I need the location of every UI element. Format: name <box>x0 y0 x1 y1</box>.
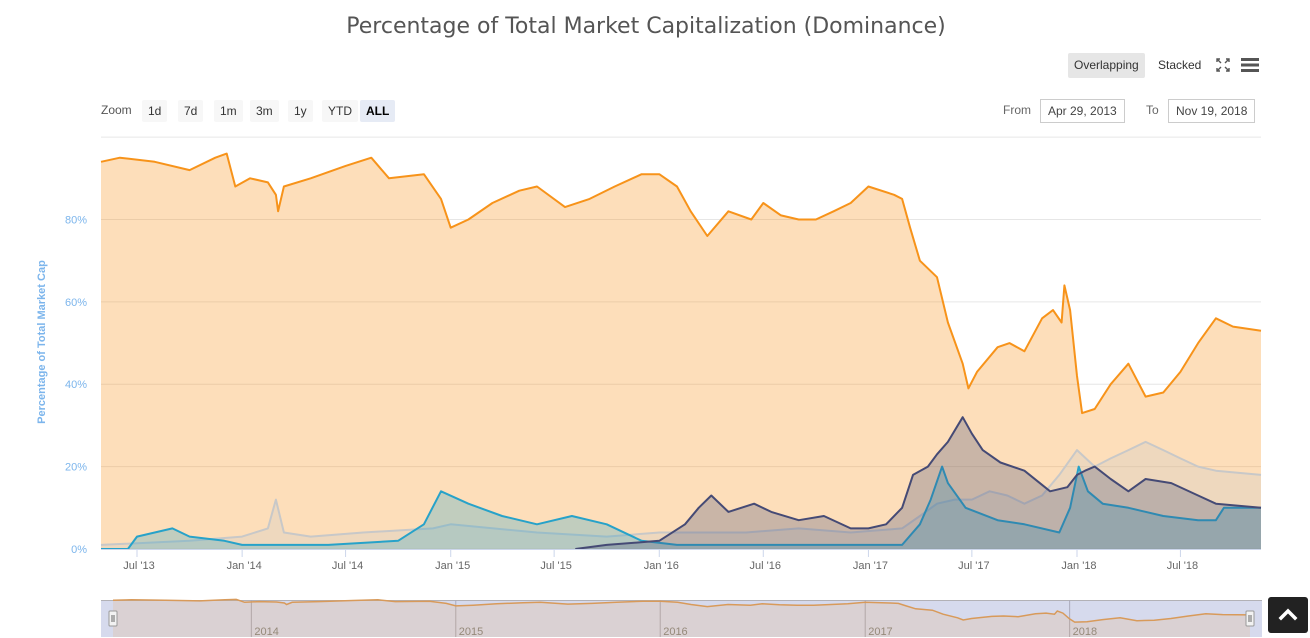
x-tick-label: Jul '16 <box>750 560 781 572</box>
others-area <box>101 441 1261 549</box>
x-tick-label: Jul '18 <box>1167 560 1198 572</box>
chevron-up-icon <box>1278 608 1298 621</box>
zoom-1y-button[interactable]: 1y <box>288 100 313 122</box>
zoom-1d-button[interactable]: 1d <box>142 100 168 122</box>
zoom-label: Zoom <box>101 103 132 117</box>
y-tick-label: 60% <box>65 297 87 309</box>
navigator-year-label: 2017 <box>868 626 892 637</box>
navigator-year-label: 2014 <box>254 626 278 637</box>
x-tick-label: Jan '16 <box>644 560 679 572</box>
chart-title: Percentage of Total Market Capitalizatio… <box>346 14 946 39</box>
navigator-left-handle-grip[interactable] <box>108 610 118 627</box>
bitcoin-line <box>100 152 1262 415</box>
x-tick-label: Jan '15 <box>435 560 470 572</box>
navigator-left-handle[interactable] <box>108 610 118 627</box>
x-tick-label: Jul '13 <box>123 560 154 572</box>
others-line <box>100 440 1262 546</box>
from-label: From <box>1003 103 1031 117</box>
navigator-area <box>113 599 1250 637</box>
navigator-year-label: 2015 <box>459 626 483 637</box>
ethereum-area <box>575 417 1261 549</box>
x-tick-label: Jul '15 <box>540 560 571 572</box>
x-tick-label: Jan '18 <box>1061 560 1096 572</box>
x-tick-label: Jul '14 <box>332 560 363 572</box>
to-date-input[interactable]: Nov 19, 2018 <box>1168 99 1256 123</box>
navigator-right-handle-grip[interactable] <box>1245 610 1255 627</box>
zoom-1m-button[interactable]: 1m <box>214 100 243 122</box>
ripple-line <box>101 465 1261 550</box>
zoom-7d-button[interactable]: 7d <box>178 100 204 122</box>
x-tick-label: Jan '14 <box>227 560 262 572</box>
x-tick-label: Jul '17 <box>958 560 989 572</box>
overlapping-button[interactable]: Overlapping <box>1068 53 1145 78</box>
navigator-year-label: 2016 <box>663 626 687 637</box>
scroll-to-top-button[interactable] <box>1268 597 1308 633</box>
zoom-ytd-button[interactable]: YTD <box>322 100 358 122</box>
hamburger-menu-icon[interactable] <box>1238 53 1262 77</box>
bitcoin-area <box>101 153 1261 549</box>
stacked-button[interactable]: Stacked <box>1158 58 1202 72</box>
zoom-3m-button[interactable]: 3m <box>250 100 279 122</box>
navigator-mask <box>101 600 1262 637</box>
zoom-all-button[interactable]: ALL <box>360 100 396 122</box>
y-tick-label: 80% <box>65 214 87 226</box>
to-label: To <box>1146 103 1159 117</box>
x-tick-label: Jan '17 <box>853 560 888 572</box>
ethereum-line <box>575 416 1262 550</box>
from-date-input[interactable]: Apr 29, 2013 <box>1040 99 1125 123</box>
navigator-year-label: 2018 <box>1073 626 1097 637</box>
ripple-area <box>101 466 1261 549</box>
navigator-right-handle[interactable] <box>1245 610 1255 627</box>
y-tick-label: 40% <box>65 379 87 391</box>
y-axis-title: Percentage of Total Market Cap <box>36 260 48 424</box>
navigator-line <box>112 598 1251 623</box>
fullscreen-icon[interactable] <box>1211 53 1235 77</box>
y-tick-label: 20% <box>65 462 87 474</box>
y-tick-label: 0% <box>71 544 87 556</box>
